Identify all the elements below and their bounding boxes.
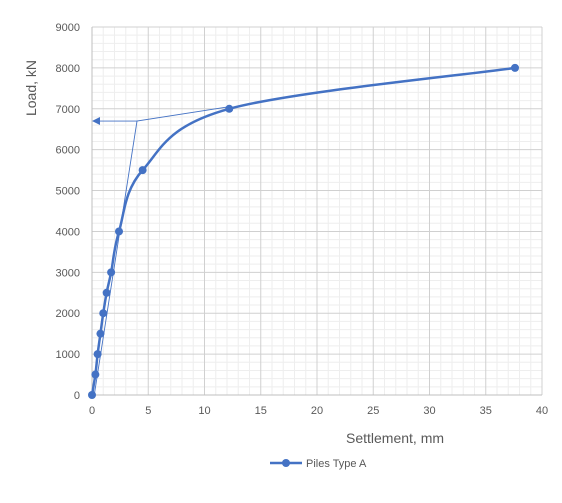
x-tick-label: 5 (145, 405, 151, 417)
data-point (91, 370, 100, 379)
x-tick-label: 35 (480, 405, 492, 417)
legend: Piles Type A (270, 458, 367, 470)
data-point (96, 329, 105, 338)
data-point (93, 350, 102, 359)
data-point (102, 288, 111, 297)
data-point (225, 104, 234, 113)
data-point (115, 227, 123, 236)
y-tick-label: 8000 (56, 63, 80, 75)
y-axis-ticks: 0 1000 2000 3000 4000 5000 6000 7000 8000 9000 (56, 22, 80, 402)
major-gridlines (91, 26, 543, 396)
y-tick-label: 3000 (56, 267, 80, 279)
x-tick-label: 40 (536, 405, 548, 417)
x-tick-label: 0 (89, 405, 95, 417)
series-layer (88, 63, 519, 399)
x-tick-label: 15 (255, 405, 267, 417)
construction-lines (92, 106, 230, 396)
data-point (511, 63, 519, 72)
arrow-head (92, 117, 100, 126)
minor-gridlines (92, 27, 542, 395)
x-axis-title: Settlement, mm (346, 430, 444, 446)
data-point (107, 268, 116, 277)
y-tick-label: 5000 (56, 186, 80, 198)
x-tick-label: 20 (311, 405, 323, 417)
legend-label: Piles Type A (306, 458, 367, 470)
data-point (99, 309, 108, 318)
y-tick-label: 2000 (56, 308, 80, 320)
x-tick-label: 25 (367, 405, 379, 417)
y-tick-label: 0 (74, 390, 80, 402)
data-point (88, 391, 96, 399)
y-tick-label: 9000 (56, 22, 80, 34)
y-axis-title: Load, kN (23, 60, 39, 116)
y-tick-label: 1000 (56, 349, 80, 361)
x-tick-label: 10 (198, 405, 210, 417)
x-tick-label: 30 (423, 405, 435, 417)
y-tick-label: 4000 (56, 226, 80, 238)
y-tick-label: 7000 (56, 104, 80, 116)
x-axis-ticks: 0 5 10 15 20 25 30 35 40 (89, 405, 548, 417)
y-tick-label: 6000 (56, 145, 80, 157)
data-point (138, 166, 147, 175)
legend-marker (282, 459, 290, 467)
